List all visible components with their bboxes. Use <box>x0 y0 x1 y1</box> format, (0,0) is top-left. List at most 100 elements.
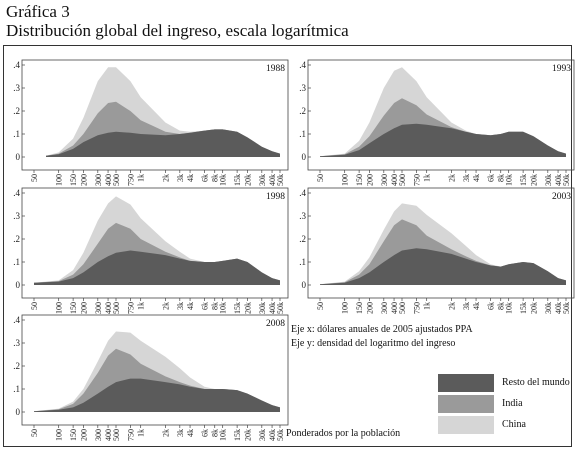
y-tick-label: 0 <box>302 280 307 290</box>
area-resto-2003 <box>320 248 566 285</box>
x-tick-label: 4k <box>186 174 195 182</box>
x-tick-label: 40k <box>268 302 277 314</box>
x-tick-label: 20k <box>243 302 252 314</box>
x-tick-label: 2k <box>447 174 456 182</box>
figure-frame <box>3 45 572 447</box>
x-tick-label: 150 <box>69 174 78 186</box>
x-tick-label: 300 <box>94 174 103 186</box>
x-tick-label: 300 <box>94 302 103 314</box>
x-tick-label: 750 <box>126 429 135 441</box>
x-tick-label: 4k <box>472 174 481 182</box>
x-tick-label: 750 <box>412 174 421 186</box>
x-tick-label: 400 <box>390 302 399 314</box>
x-tick-label: 200 <box>365 302 374 314</box>
y-tick-label: .4 <box>13 315 20 325</box>
legend-item-china: China <box>438 416 578 434</box>
panel-border <box>21 187 289 299</box>
x-tick-label: 150 <box>355 302 364 314</box>
legend-item-resto: Resto del mundo <box>438 374 578 392</box>
x-tick-label: 10k <box>219 302 228 314</box>
weighting-note: Ponderados por la población <box>286 428 401 439</box>
x-tick-label: 100 <box>55 302 64 314</box>
y-tick-label: .3 <box>299 83 306 93</box>
x-tick-label: 50 <box>30 429 39 437</box>
x-tick-label: 15k <box>233 302 242 314</box>
x-tick-label: 4k <box>186 302 195 310</box>
y-tick-label: .1 <box>299 129 306 139</box>
panel-year-label: 1988 <box>266 64 285 74</box>
x-tick-label: 40k <box>554 174 563 186</box>
x-tick-label: 20k <box>529 302 538 314</box>
y-tick-label: .4 <box>299 188 306 198</box>
x-tick-label: 400 <box>104 429 113 441</box>
x-tick-label: 200 <box>79 174 88 186</box>
y-tick-label: .2 <box>299 234 306 244</box>
y-tick-label: 0 <box>16 152 21 162</box>
legend-item-india: India <box>438 395 578 413</box>
panel-border <box>307 187 575 299</box>
legend-swatch-india <box>438 395 494 413</box>
x-tick-label: 500 <box>398 174 407 186</box>
x-tick-label: 15k <box>519 174 528 186</box>
x-tick-label: 150 <box>355 174 364 186</box>
x-tick-label: 100 <box>55 174 64 186</box>
x-tick-label: 30k <box>258 429 267 441</box>
x-tick-label: 400 <box>104 174 113 186</box>
legend-swatch-resto <box>438 374 494 392</box>
x-tick-label: 6k <box>201 174 210 182</box>
x-tick-label: 300 <box>380 302 389 314</box>
y-tick-label: 0 <box>16 407 21 417</box>
x-tick-label: 400 <box>104 302 113 314</box>
y-tick-label: .3 <box>299 211 306 221</box>
figure-title: Distribución global del ingreso, escala … <box>6 21 349 40</box>
x-tick-label: 3k <box>462 302 471 310</box>
panel-border <box>21 314 289 426</box>
x-tick-label: 10k <box>219 429 228 441</box>
x-tick-label: 30k <box>258 302 267 314</box>
x-tick-label: 8k <box>497 302 506 310</box>
figure-label: Gráfica 3 <box>6 2 70 21</box>
y-tick-label: .2 <box>299 106 306 116</box>
x-tick-label: 50 <box>316 302 325 310</box>
x-tick-label: 15k <box>233 174 242 186</box>
legend-swatch-china <box>438 416 494 434</box>
legend-label-china: China <box>502 419 526 430</box>
x-tick-label: 4k <box>472 302 481 310</box>
x-tick-label: 10k <box>505 174 514 186</box>
x-tick-label: 3k <box>176 302 185 310</box>
x-tick-label: 50 <box>30 174 39 182</box>
x-tick-label: 1k <box>423 174 432 182</box>
x-tick-label: 100 <box>55 429 64 441</box>
y-tick-label: .1 <box>13 129 20 139</box>
x-tick-label: 6k <box>201 302 210 310</box>
y-tick-label: .3 <box>13 338 20 348</box>
x-tick-label: 3k <box>462 174 471 182</box>
panel-border <box>307 59 575 171</box>
x-tick-label: 150 <box>69 429 78 441</box>
x-tick-label: 8k <box>497 174 506 182</box>
x-tick-label: 750 <box>126 302 135 314</box>
y-tick-label: .2 <box>13 106 20 116</box>
area-resto-1988 <box>46 129 280 157</box>
x-tick-label: 500 <box>112 174 121 186</box>
x-tick-label: 6k <box>487 302 496 310</box>
x-tick-label: 20k <box>243 174 252 186</box>
x-tick-label: 1k <box>137 429 146 437</box>
y-tick-label: .4 <box>299 60 306 70</box>
x-tick-label: 2k <box>447 302 456 310</box>
x-tick-label: 1k <box>137 302 146 310</box>
x-tick-label: 2k <box>161 174 170 182</box>
x-tick-label: 20k <box>243 429 252 441</box>
x-tick-label: 8k <box>211 302 220 310</box>
x-tick-label: 15k <box>519 302 528 314</box>
legend-label-india: India <box>502 398 523 409</box>
x-tick-label: 10k <box>505 302 514 314</box>
x-tick-label: 4k <box>186 429 195 437</box>
panel-year-label: 2008 <box>266 319 285 329</box>
panel-border <box>21 59 289 171</box>
y-tick-label: .2 <box>13 234 20 244</box>
